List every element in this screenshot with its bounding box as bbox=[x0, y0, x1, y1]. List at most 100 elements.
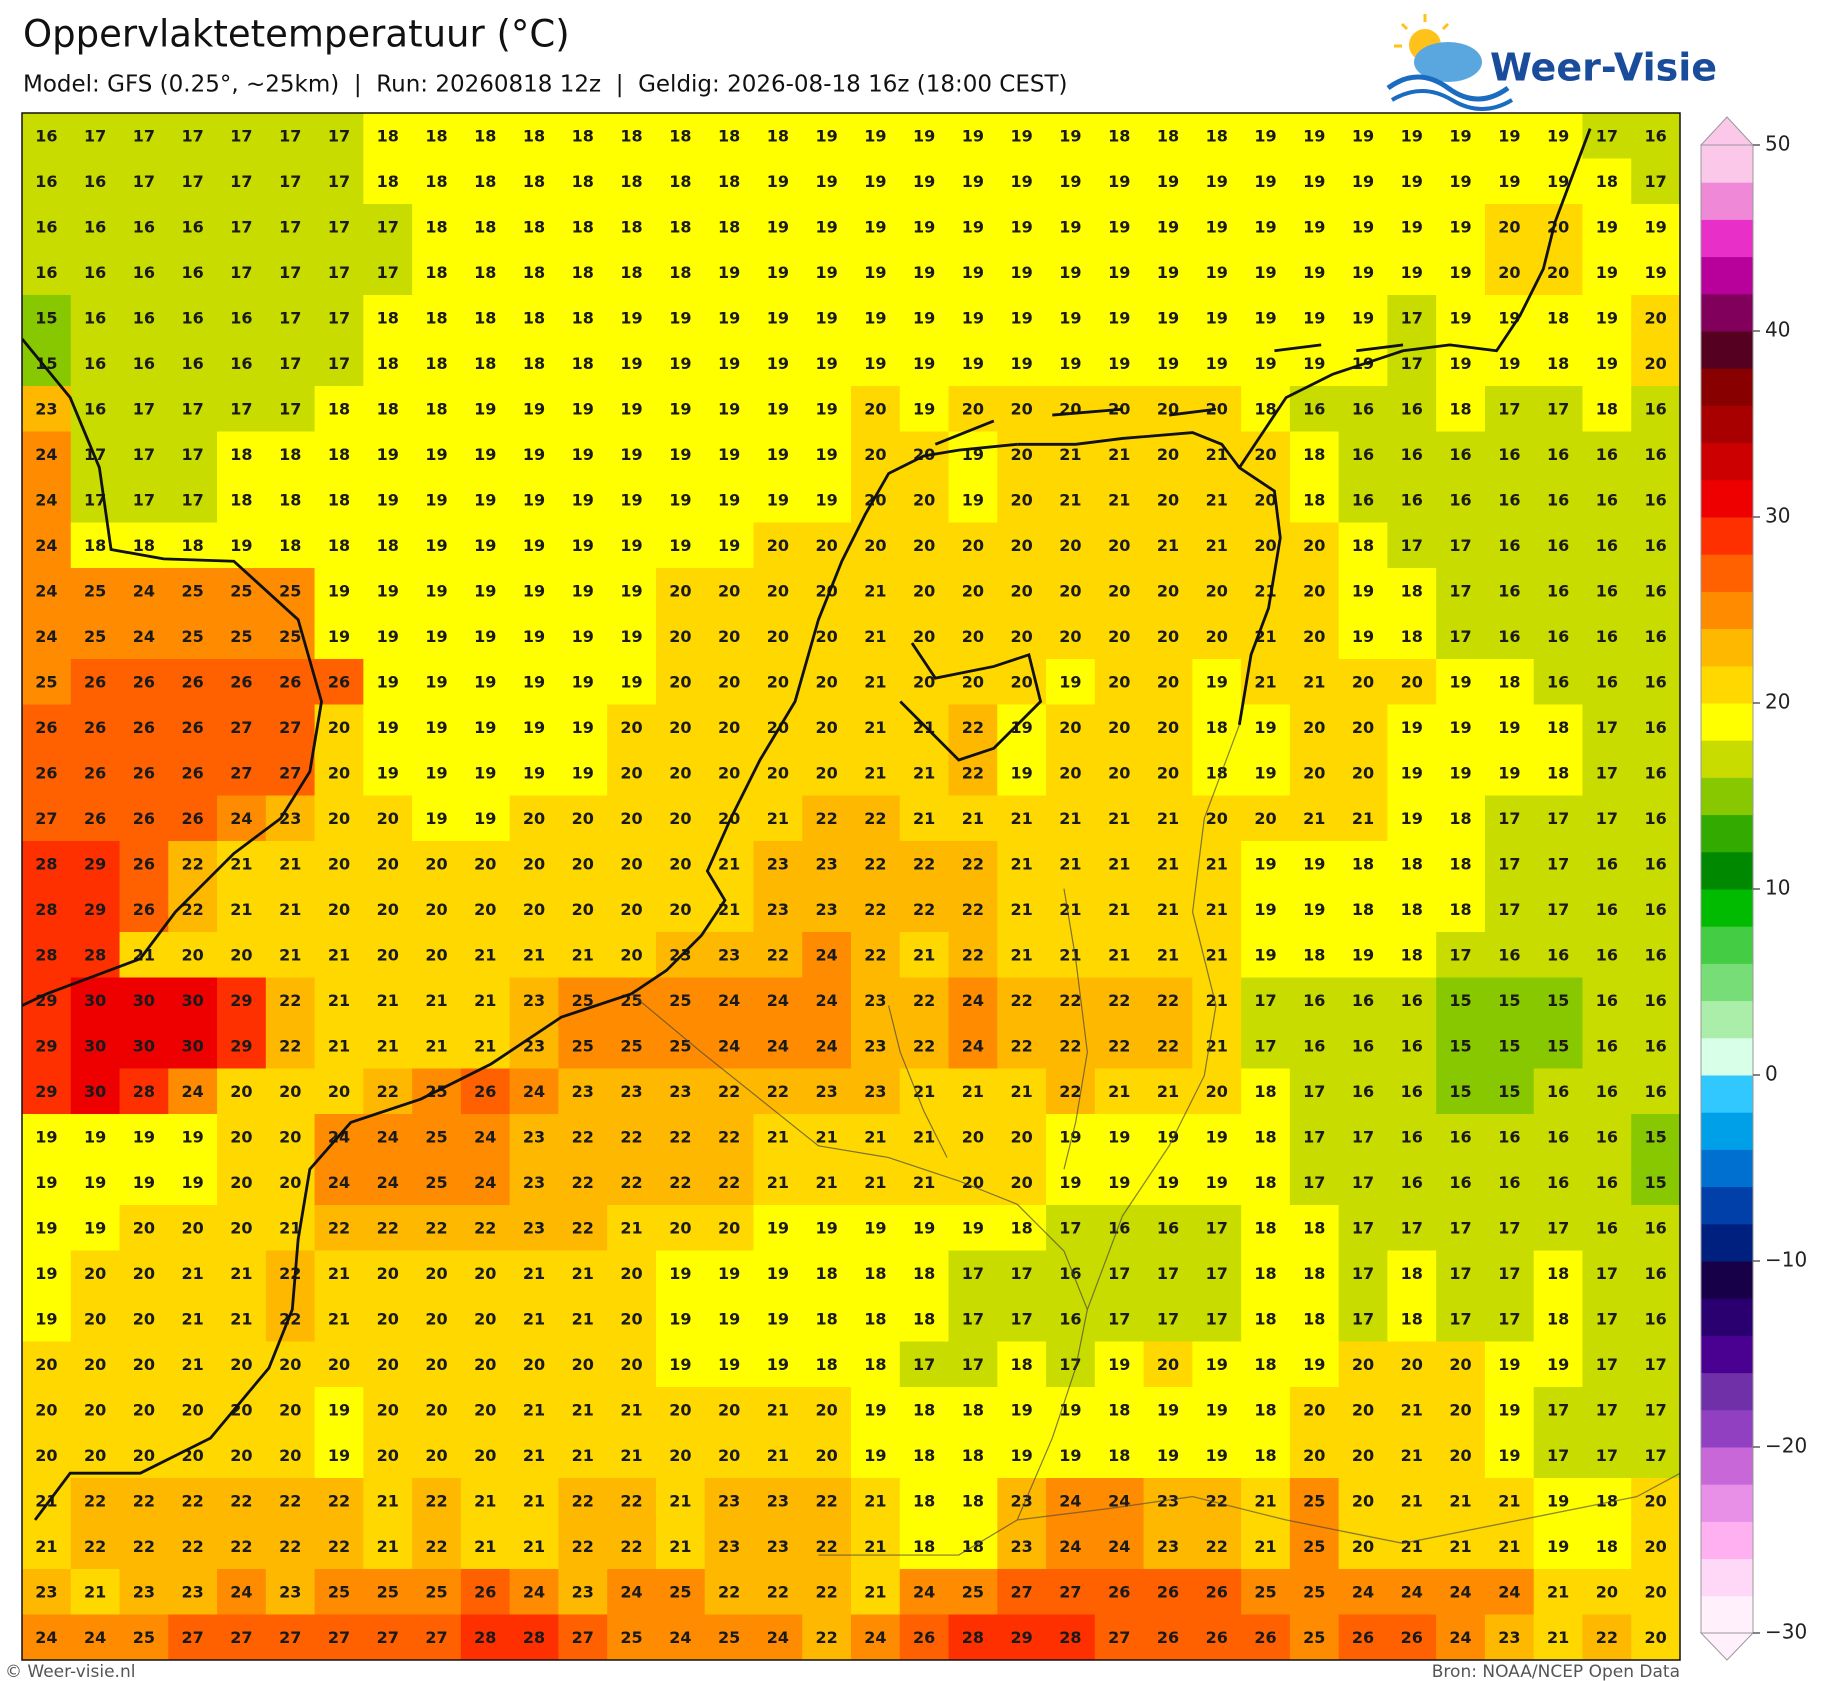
cell-value: 17 bbox=[1596, 763, 1618, 782]
cell-value: 18 bbox=[1352, 536, 1374, 555]
cell bbox=[607, 1296, 657, 1343]
cell bbox=[1582, 1614, 1632, 1660]
cell-value: 22 bbox=[1157, 991, 1179, 1010]
cell bbox=[1289, 750, 1340, 797]
cell bbox=[802, 386, 852, 433]
cell bbox=[802, 1523, 852, 1570]
colorbar-band bbox=[1701, 1261, 1753, 1299]
cell-value: 18 bbox=[1401, 1264, 1423, 1283]
cell bbox=[1582, 613, 1632, 660]
cell bbox=[1387, 113, 1437, 160]
cell-value: 21 bbox=[1498, 1537, 1520, 1556]
colorbar-band bbox=[1701, 256, 1753, 295]
cell-value: 20 bbox=[1644, 354, 1666, 373]
cell bbox=[1094, 340, 1145, 387]
cell-value: 19 bbox=[864, 263, 886, 282]
cell-value: 26 bbox=[913, 1628, 935, 1647]
cell-value: 25 bbox=[1303, 1582, 1325, 1601]
cell bbox=[22, 1250, 72, 1297]
cell-value: 26 bbox=[84, 763, 106, 782]
cell bbox=[119, 1569, 169, 1616]
cell bbox=[1338, 1432, 1389, 1479]
cell bbox=[558, 158, 608, 205]
cell bbox=[899, 1432, 950, 1479]
cell bbox=[70, 431, 121, 478]
cell bbox=[412, 1478, 462, 1525]
cell-value: 17 bbox=[1206, 1218, 1228, 1237]
cell bbox=[802, 1387, 852, 1434]
cell bbox=[753, 1432, 803, 1479]
cell-value: 20 bbox=[718, 763, 740, 782]
cell bbox=[1046, 750, 1096, 797]
cell-value: 18 bbox=[1254, 1082, 1276, 1101]
cell-value: 23 bbox=[572, 1082, 594, 1101]
cell bbox=[509, 568, 560, 615]
cell-value: 18 bbox=[767, 126, 789, 145]
cell bbox=[22, 1205, 72, 1252]
cell-value: 16 bbox=[1644, 991, 1666, 1010]
cell-value: 16 bbox=[1303, 991, 1325, 1010]
cell bbox=[1192, 113, 1242, 160]
cell bbox=[997, 1478, 1047, 1525]
cell bbox=[1192, 1387, 1242, 1434]
cell bbox=[217, 340, 267, 387]
cell-value: 16 bbox=[1644, 672, 1666, 691]
cell bbox=[1046, 249, 1096, 296]
cell-value: 24 bbox=[1108, 1491, 1130, 1510]
cell-value: 21 bbox=[767, 809, 789, 828]
cell bbox=[1192, 704, 1242, 751]
cell-value: 20 bbox=[377, 945, 399, 964]
cell bbox=[558, 568, 608, 615]
cell-value: 22 bbox=[815, 1537, 837, 1556]
cell bbox=[1436, 1296, 1486, 1343]
cell bbox=[704, 386, 755, 433]
cell-value: 19 bbox=[1449, 763, 1471, 782]
cell bbox=[1094, 1068, 1145, 1115]
cell bbox=[1582, 886, 1632, 933]
colorbar-band bbox=[1701, 1595, 1753, 1634]
cell bbox=[851, 340, 901, 387]
cell bbox=[22, 659, 72, 706]
cell bbox=[509, 1250, 560, 1297]
cell-value: 16 bbox=[35, 217, 57, 236]
cell bbox=[1289, 1614, 1340, 1660]
cell bbox=[1338, 477, 1389, 524]
cell-value: 17 bbox=[230, 399, 252, 418]
cell-value: 16 bbox=[1644, 1264, 1666, 1283]
cell bbox=[22, 795, 72, 842]
cell bbox=[899, 386, 950, 433]
cell-value: 30 bbox=[84, 1036, 106, 1055]
cell bbox=[509, 340, 560, 387]
cell bbox=[851, 1341, 901, 1388]
cell-value: 18 bbox=[669, 217, 691, 236]
cell bbox=[851, 704, 901, 751]
cell-value: 24 bbox=[377, 1127, 399, 1146]
cell bbox=[1046, 1205, 1096, 1252]
cell-value: 17 bbox=[1352, 1173, 1374, 1192]
cell-value: 21 bbox=[572, 1264, 594, 1283]
cell bbox=[704, 158, 755, 205]
cell-value: 19 bbox=[230, 536, 252, 555]
cell bbox=[1289, 295, 1340, 342]
cell bbox=[1289, 659, 1340, 706]
cell bbox=[1192, 1341, 1242, 1388]
cell bbox=[265, 1341, 316, 1388]
cell bbox=[217, 295, 267, 342]
cell-value: 19 bbox=[718, 308, 740, 327]
cell-value: 17 bbox=[84, 490, 106, 509]
cell-value: 30 bbox=[84, 991, 106, 1010]
cell bbox=[1631, 977, 1680, 1024]
cell bbox=[1241, 1478, 1291, 1525]
cell bbox=[1094, 249, 1145, 296]
cell bbox=[363, 977, 413, 1024]
cell-value: 21 bbox=[1059, 854, 1081, 873]
cell bbox=[1046, 113, 1096, 160]
cell-value: 17 bbox=[1596, 1446, 1618, 1465]
cell-value: 21 bbox=[523, 1446, 545, 1465]
cell-value: 19 bbox=[1449, 718, 1471, 737]
cell-value: 17 bbox=[1596, 1355, 1618, 1374]
cell-value: 19 bbox=[669, 1309, 691, 1328]
cell bbox=[607, 1569, 657, 1616]
cell bbox=[1192, 750, 1242, 797]
cell-value: 19 bbox=[35, 1173, 57, 1192]
